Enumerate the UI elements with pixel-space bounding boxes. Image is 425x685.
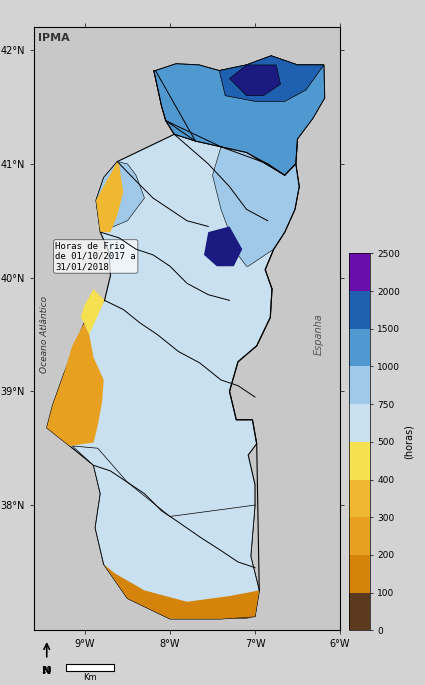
Text: Horas de Frio
de 01/10/2017 a
31/01/2018: Horas de Frio de 01/10/2017 a 31/01/2018 (55, 242, 136, 271)
Polygon shape (96, 162, 144, 232)
Polygon shape (230, 65, 280, 96)
Polygon shape (47, 323, 104, 446)
Polygon shape (104, 564, 259, 619)
Text: IPMA: IPMA (38, 33, 70, 43)
Polygon shape (212, 147, 299, 266)
Polygon shape (154, 56, 325, 175)
Polygon shape (81, 289, 105, 334)
Polygon shape (204, 227, 242, 266)
Polygon shape (170, 616, 255, 619)
Polygon shape (47, 56, 325, 619)
Text: Espanha: Espanha (314, 314, 324, 356)
Text: Km: Km (83, 673, 96, 682)
Text: 30: 30 (41, 666, 52, 675)
Polygon shape (219, 56, 324, 101)
Text: Oceano Atlântico: Oceano Atlântico (40, 296, 49, 373)
Bar (66, 664, 113, 671)
Text: N: N (42, 666, 51, 676)
Y-axis label: (horas): (horas) (403, 425, 413, 459)
Polygon shape (96, 162, 123, 232)
Polygon shape (72, 446, 259, 619)
